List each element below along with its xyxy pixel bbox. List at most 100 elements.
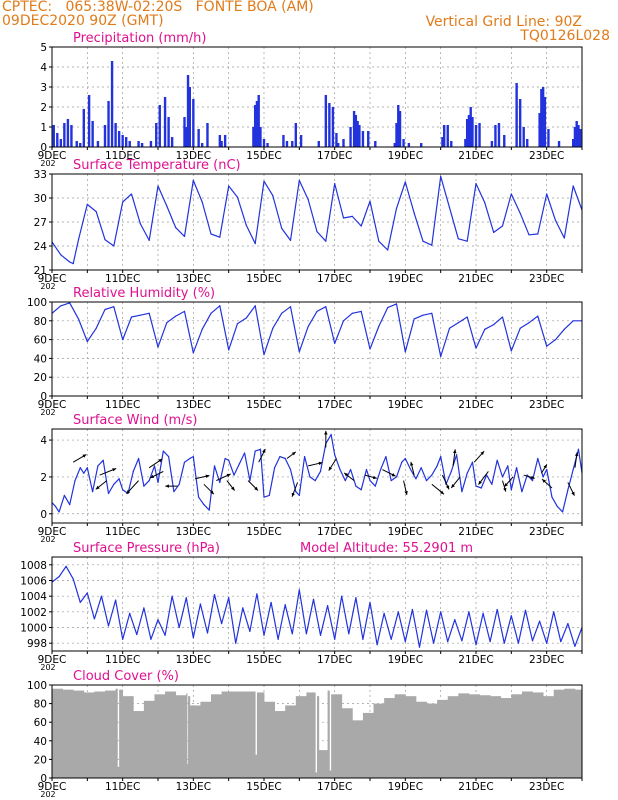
temp-data-point (501, 225, 504, 227)
rh-data-point (192, 352, 194, 354)
wind-vector-arrowhead (478, 480, 482, 485)
cloud-cover-column (165, 691, 177, 778)
cloud-cover-column (329, 770, 332, 778)
pressure-data-point (376, 644, 378, 646)
pressure-data-point (496, 608, 498, 611)
cloud-cover-column (122, 696, 134, 778)
precip-bar (103, 125, 107, 147)
pressure-data-point (567, 622, 569, 625)
pressure-data-point (440, 611, 442, 613)
cloud-title: Cloud Cover (%) (73, 669, 179, 684)
precip-bar (356, 121, 359, 147)
wind-data-point (63, 494, 65, 496)
rh-data-point (289, 306, 292, 308)
wind-data-point (374, 485, 376, 487)
wind-data-point (148, 480, 150, 482)
pressure-frame (51, 556, 583, 652)
wind-data-point (86, 467, 88, 469)
precip-bar (192, 99, 195, 147)
precip-title: Precipitation (mm/h) (73, 31, 206, 46)
precip-bar (266, 143, 269, 147)
pressure-data-point (164, 634, 166, 636)
pressure-data-point (305, 633, 307, 635)
temp-data-point (413, 212, 415, 214)
wind-data-point (295, 491, 297, 493)
rh-xtick-label: 9DEC (38, 399, 67, 411)
cloud-cover-column (317, 696, 320, 778)
wind-data-point (330, 433, 332, 436)
temp-data-point (387, 249, 389, 251)
cloud-cover-column (232, 691, 244, 778)
pressure-data-point (454, 619, 456, 621)
precip-bar (294, 123, 297, 147)
wind-xtick-label: 9DEC (38, 526, 67, 538)
rh-data-point (360, 310, 362, 312)
pressure-xtick-label: 15DEC (246, 654, 281, 666)
pressure-data-point (348, 633, 350, 635)
precip-bar (349, 127, 352, 147)
precip-bar (577, 125, 580, 147)
pressure-ytick-label: 1006 (20, 576, 47, 588)
cloud-cover-column (115, 688, 118, 778)
temp-ytick-label: 33 (34, 169, 47, 181)
wind-data-point (309, 476, 311, 478)
cloud-year-label: 202 (40, 790, 55, 799)
rh-data-point (122, 339, 124, 341)
precip-bar (443, 125, 446, 147)
cloud-xtick-label: 9DEC (38, 781, 67, 793)
wind-data-point (298, 494, 300, 496)
pressure-data-point (411, 608, 413, 611)
wind-vector-arrowhead (318, 461, 323, 466)
wind-xtick-label: 11DEC (105, 526, 140, 538)
wind-data-point (471, 461, 474, 463)
precip-bar (140, 143, 144, 147)
header-location: CPTEC: 065:38W-02:20S FONTE BOA (AM) (2, 0, 314, 15)
cloud-xtick-label: 15DEC (246, 781, 281, 793)
rh-data-point (519, 327, 521, 329)
pressure-data-point (461, 640, 463, 642)
temp-data-point (554, 219, 557, 221)
temp-data-point (113, 245, 115, 247)
rh-data-point (325, 306, 327, 308)
pressure-data-point (574, 645, 576, 647)
wind-vector-arrowhead (291, 492, 295, 497)
precip-bar (543, 97, 547, 147)
wind-data-point (507, 465, 509, 467)
temp-data-point (404, 181, 406, 183)
pressure-ytick-label: 1008 (20, 560, 47, 572)
rh-frame (51, 301, 583, 397)
precip-bar (398, 111, 402, 147)
wind-vector-arrowhead (410, 461, 414, 466)
pressure-data-point (539, 620, 541, 622)
temp-data-point (236, 196, 239, 198)
rh-data-point (104, 308, 106, 311)
cloud-xtick-label: 17DEC (317, 781, 352, 793)
precip-bar (110, 61, 114, 147)
temp-data-point (60, 254, 62, 256)
precip-bar (121, 135, 124, 147)
rh-data-point (263, 354, 265, 356)
cloud-cover-column (553, 689, 565, 778)
rh-data-point (219, 305, 221, 307)
cloud-cover-column (154, 694, 166, 778)
wind-data-point (137, 457, 140, 460)
wind-vector-arrowhead (372, 475, 377, 480)
wind-data-point (243, 452, 246, 454)
wind-data-point (561, 511, 564, 513)
precip-ytick-label: 0 (40, 142, 47, 154)
precip-bar (420, 143, 423, 147)
wind-data-point (415, 478, 417, 480)
pressure-data-point (553, 611, 555, 613)
cloud-cover-column (186, 693, 188, 778)
temp-xtick-label: 23DEC (529, 273, 564, 285)
wind-data-point (183, 461, 186, 463)
cloud-cover-column (52, 688, 63, 778)
wind-data-point (259, 448, 262, 450)
rh-data-point (546, 345, 548, 347)
precip-bar (494, 125, 497, 147)
wind-data-point (425, 480, 428, 482)
temp-data-point (122, 201, 124, 203)
temp-data-point (192, 179, 194, 181)
precip-xtick-label: 11DEC (105, 150, 140, 162)
